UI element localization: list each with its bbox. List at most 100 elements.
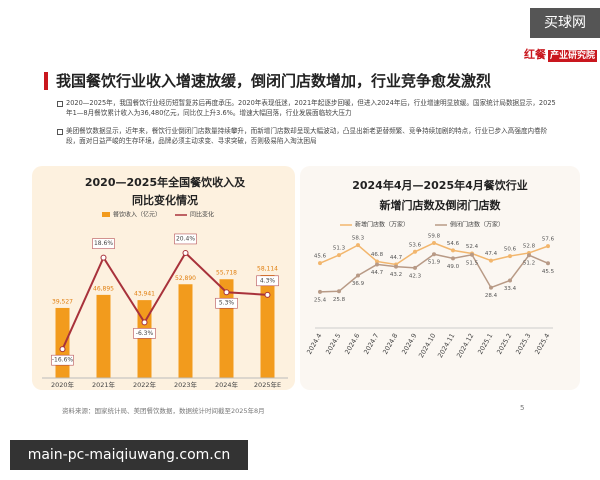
bar xyxy=(260,275,275,378)
point xyxy=(100,254,107,261)
label-box xyxy=(174,233,197,245)
footer-url: main-pc-maiqiuwang.com.cn xyxy=(10,440,248,470)
x-tick-label: 2025年E xyxy=(254,380,281,389)
point xyxy=(375,259,379,264)
point xyxy=(337,253,341,258)
line-label: -16.6% xyxy=(52,357,74,364)
line-label: 5.3% xyxy=(219,300,235,307)
point xyxy=(489,285,493,290)
point-label: 46.8 xyxy=(371,252,384,258)
bar-label: 46,895 xyxy=(93,285,114,292)
x-tick-label: 2022年 xyxy=(133,380,157,389)
panel xyxy=(300,166,580,390)
point xyxy=(375,262,379,267)
line-label: 18.6% xyxy=(94,240,113,247)
point-label: 52.4 xyxy=(466,244,479,250)
point-label: 51.2 xyxy=(523,261,535,267)
bar xyxy=(137,300,152,378)
point xyxy=(489,258,493,263)
point xyxy=(432,241,436,245)
point xyxy=(470,252,474,257)
point xyxy=(223,289,230,296)
point-label: 28.4 xyxy=(485,293,498,299)
legend-label: 餐饮收入（亿元） xyxy=(113,211,161,219)
label-box xyxy=(92,238,115,249)
bar-label: 39,527 xyxy=(52,298,73,305)
point xyxy=(318,261,322,266)
point-label: 45.5 xyxy=(542,269,555,275)
x-tick-label: 2023年 xyxy=(174,380,198,389)
point xyxy=(318,289,322,294)
chart-title: 新增门店数及倒闭门店数 xyxy=(380,198,502,212)
point xyxy=(413,265,417,270)
point xyxy=(141,319,148,326)
chart-title: 2020—2025年全国餐饮收入及 xyxy=(85,175,246,189)
point-label: 54.6 xyxy=(447,241,460,247)
point xyxy=(356,243,360,248)
source: 资料来源：国家统计局、美团餐饮数据，数据统计时间截至2025年8月 xyxy=(62,407,265,415)
point xyxy=(546,244,550,249)
point-label: 44.7 xyxy=(371,270,384,276)
x-tick-label: 2021年 xyxy=(92,380,116,389)
title-bar xyxy=(44,72,48,90)
point xyxy=(527,253,531,258)
point-label: 45.6 xyxy=(314,254,327,260)
point-label: 50.6 xyxy=(504,247,517,253)
line-label: 4.3% xyxy=(260,277,276,284)
legend-swatch xyxy=(102,212,110,217)
point-label: 59.8 xyxy=(428,234,441,240)
point-label: 25.4 xyxy=(314,297,327,303)
logo: 红餐 产业研究院 xyxy=(524,46,598,62)
logo-text: 产业研究院 xyxy=(548,50,598,62)
point xyxy=(508,254,512,259)
logo-mark: 红餐 xyxy=(524,48,546,61)
line xyxy=(61,251,268,350)
point xyxy=(413,249,417,254)
label-box xyxy=(215,297,238,309)
point-label: 51.3 xyxy=(333,246,346,252)
label-box xyxy=(256,275,279,287)
bar-label: 52,890 xyxy=(175,275,196,282)
point xyxy=(182,249,189,256)
point xyxy=(59,346,66,353)
point-label: 42.3 xyxy=(409,273,422,279)
bar-label: 58,114 xyxy=(257,266,278,273)
point-label: 47.4 xyxy=(485,251,498,257)
bar-label: 43,941 xyxy=(134,291,155,298)
bullet: 2020—2025年，我国餐饮行业经历短暂复苏后再度承压。2020年表现低迷，2… xyxy=(57,99,556,117)
line-label: 20.4% xyxy=(176,235,195,242)
page-number: 5 xyxy=(520,404,525,412)
point-label: 51.9 xyxy=(428,260,441,266)
point xyxy=(451,256,455,261)
page-title: 我国餐饮行业收入增速放缓，倒闭门店数增加，行业竞争愈发激烈 xyxy=(56,72,492,90)
point-label: 53.6 xyxy=(409,242,422,248)
legend-label: 同比变化 xyxy=(190,211,214,219)
label-box xyxy=(51,354,74,366)
bar xyxy=(178,284,193,378)
bar-label: 55,718 xyxy=(216,270,237,277)
point xyxy=(546,261,550,266)
point-label: 58.3 xyxy=(352,236,365,242)
brand-tag: 买球网 xyxy=(530,8,600,38)
point xyxy=(356,273,360,278)
x-tick-label: 2024年 xyxy=(215,380,239,389)
line-label: -6.3% xyxy=(136,330,154,337)
point xyxy=(394,264,398,269)
point-label: 43.2 xyxy=(390,272,402,278)
point-label: 33.4 xyxy=(504,286,517,292)
point xyxy=(337,289,341,294)
x-tick-label: 2020年 xyxy=(51,380,75,389)
legend-label: 倒闭门店数（万家） xyxy=(450,221,504,229)
point-label: 44.7 xyxy=(390,255,403,261)
point-label: 49.0 xyxy=(447,264,460,270)
bar xyxy=(55,307,70,378)
point-label: 52.8 xyxy=(523,243,536,249)
point-label: 36.9 xyxy=(352,281,365,287)
legend-label: 新增门店数（万家） xyxy=(355,221,409,229)
bullet: 美团餐饮数据显示，近年来，餐饮行业倒闭门店数量持续攀升，而新增门店数却呈现大幅波… xyxy=(57,126,556,146)
point xyxy=(451,248,455,253)
point-label: 57.6 xyxy=(542,237,555,243)
point xyxy=(432,252,436,257)
